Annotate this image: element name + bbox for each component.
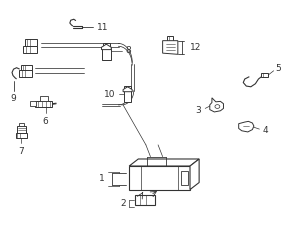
Text: 2: 2: [120, 199, 126, 208]
Text: 8: 8: [126, 46, 131, 55]
Bar: [124, 86, 131, 89]
Text: 12: 12: [190, 43, 201, 52]
Polygon shape: [210, 98, 223, 112]
Bar: [135, 195, 155, 205]
Text: 10: 10: [104, 90, 115, 99]
Bar: [19, 123, 24, 126]
Bar: [30, 101, 36, 106]
Text: 9: 9: [10, 94, 16, 103]
Bar: [103, 43, 110, 47]
Bar: [167, 36, 173, 41]
Polygon shape: [129, 159, 199, 166]
Bar: [102, 47, 111, 60]
Bar: [21, 65, 32, 71]
Bar: [181, 171, 188, 185]
Bar: [35, 101, 52, 107]
Bar: [124, 89, 131, 102]
Polygon shape: [102, 44, 111, 50]
Polygon shape: [163, 41, 178, 54]
Bar: [19, 70, 32, 77]
Text: 4: 4: [262, 126, 268, 134]
Polygon shape: [239, 121, 254, 132]
Polygon shape: [123, 87, 132, 92]
Polygon shape: [190, 159, 199, 189]
Text: 1: 1: [99, 174, 104, 183]
Text: 6: 6: [43, 117, 49, 126]
Bar: [16, 133, 27, 138]
Bar: [25, 40, 37, 46]
Circle shape: [215, 105, 220, 109]
Text: 7: 7: [18, 147, 24, 155]
Text: 11: 11: [97, 23, 109, 32]
Bar: [17, 126, 26, 133]
Bar: [129, 166, 190, 189]
Text: 3: 3: [195, 106, 201, 115]
Bar: [262, 73, 268, 77]
Text: 5: 5: [275, 64, 281, 73]
Bar: [40, 96, 48, 101]
Bar: [23, 46, 37, 53]
